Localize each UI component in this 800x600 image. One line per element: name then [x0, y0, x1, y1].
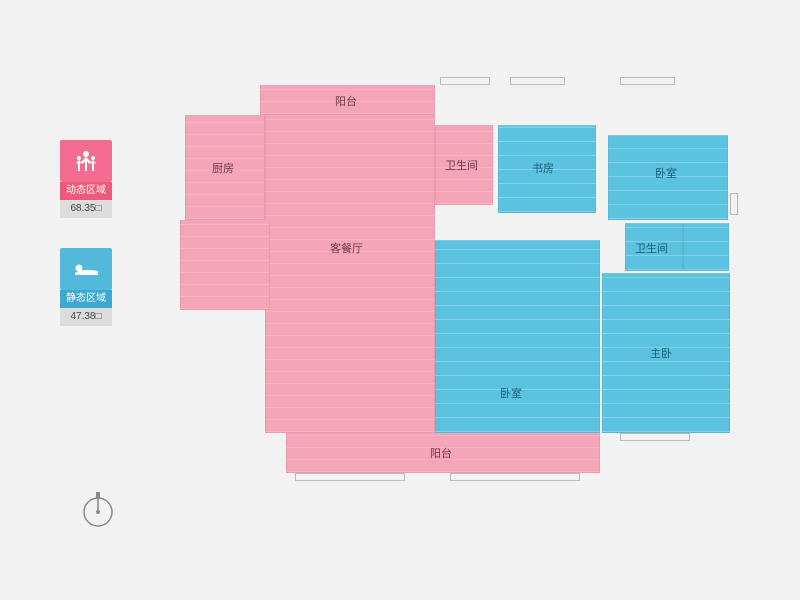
- opening-3: [730, 193, 738, 215]
- legend-static: 静态区域 47.38□: [60, 248, 112, 326]
- opening-0: [440, 77, 490, 85]
- room-balcony-top: [260, 85, 435, 115]
- room-master: [602, 273, 730, 433]
- floorplan: 阳台厨房客餐厅卫生间书房卧室卫生间卧室主卧阳台: [180, 85, 740, 495]
- room-balcony-bottom: [286, 433, 600, 473]
- opening-6: [620, 433, 690, 441]
- room-kitchen: [185, 115, 265, 220]
- room-bath2: [625, 223, 683, 271]
- room-bedroom1: [608, 135, 728, 220]
- room-living-ext: [180, 220, 270, 310]
- opening-5: [450, 473, 580, 481]
- legend-dynamic: 动态区域 68.35□: [60, 140, 112, 218]
- people-icon: [60, 140, 112, 182]
- legend-dynamic-label: 动态区域: [60, 182, 112, 200]
- room-bedroom2: [435, 240, 600, 433]
- sleep-icon: [60, 248, 112, 290]
- opening-1: [510, 77, 565, 85]
- legend-dynamic-value: 68.35□: [60, 200, 112, 218]
- legend-static-value: 47.38□: [60, 308, 112, 326]
- legend-panel: 动态区域 68.35□ 静态区域 47.38□: [60, 140, 112, 356]
- room-study: [498, 125, 596, 213]
- room-bath1: [435, 125, 493, 205]
- room-bath2-ext: [683, 223, 729, 271]
- opening-2: [620, 77, 675, 85]
- opening-4: [295, 473, 405, 481]
- legend-static-label: 静态区域: [60, 290, 112, 308]
- compass-icon: [80, 490, 116, 535]
- room-living: [265, 115, 435, 433]
